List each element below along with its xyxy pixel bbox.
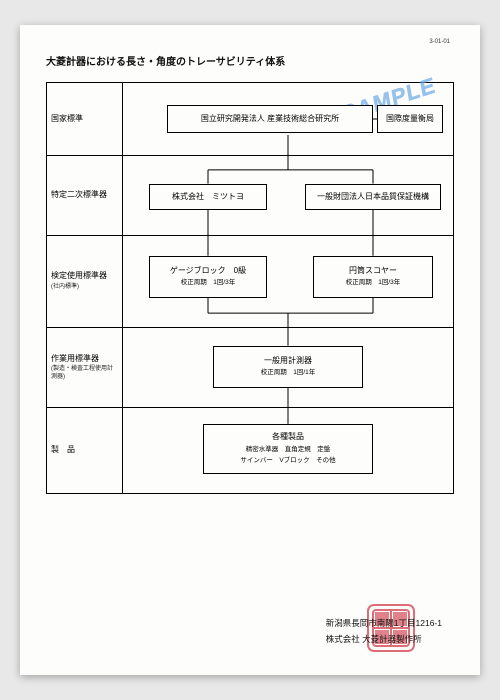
node-jqa: 一般財団法人日本品質保証機構 — [305, 184, 441, 210]
node-products: 各種製品 精密水準器 直角定規 定盤 サインバー Vブロック その他 — [203, 424, 373, 474]
row-body-products: 各種製品 精密水準器 直角定規 定盤 サインバー Vブロック その他 — [123, 407, 453, 493]
node-bipm: 国際度量衡局 — [377, 105, 443, 133]
footer-line-1: 新潟県長岡市南陽1丁目1216-1 — [326, 616, 442, 631]
row-label-text: 製 品 — [51, 445, 118, 455]
row-label-products: 製 品 — [47, 407, 123, 493]
document-page: 3-01-01 大菱計器における長さ・角度のトレーサビリティ体系 SAMPLE … — [20, 25, 480, 675]
row-label-text: 検定使用標準器 — [51, 271, 118, 281]
row-label-verification: 検定使用標準器 (社内標準) — [47, 235, 123, 327]
node-aist: 国立研究開発法人 産業技術総合研究所 — [167, 105, 373, 133]
node-cylinder-square: 円筒スコヤー 校正周期 1回/3年 — [313, 256, 433, 298]
node-mitutoyo: 株式会社 ミツトヨ — [149, 184, 267, 210]
row-label-sub: (製造・検査工程使用計測器) — [51, 366, 118, 382]
node-general-instruments: 一般用計測器 校正周期 1回/1年 — [213, 346, 363, 388]
document-id: 3-01-01 — [429, 39, 450, 45]
footer-line-2: 株式会社 大菱計器製作所 — [326, 632, 442, 647]
row-label-secondary: 特定二次標準器 — [47, 155, 123, 235]
page-title: 大菱計器における長さ・角度のトレーサビリティ体系 — [46, 53, 454, 68]
node-gauge-block: ゲージブロック 0級 校正周期 1回/3年 — [149, 256, 267, 298]
row-label-national: 国家標準 — [47, 83, 123, 155]
row-label-sub: (社内標準) — [51, 284, 118, 292]
row-label-text: 作業用標準器 — [51, 354, 118, 364]
row-label-text: 国家標準 — [51, 114, 118, 124]
row-body-secondary: 株式会社 ミツトヨ 一般財団法人日本品質保証機構 — [123, 155, 453, 235]
row-label-working: 作業用標準器 (製造・検査工程使用計測器) — [47, 327, 123, 407]
footer-address: 新潟県長岡市南陽1丁目1216-1 株式会社 大菱計器製作所 — [326, 616, 442, 647]
row-body-working: 一般用計測器 校正周期 1回/1年 — [123, 327, 453, 407]
row-body-verification: ゲージブロック 0級 校正周期 1回/3年 円筒スコヤー 校正周期 1回/3年 — [123, 235, 453, 327]
traceability-chart: 国家標準 国立研究開発法人 産業技術総合研究所 国際度量衡局 特定二次標準器 — [46, 82, 454, 494]
row-body-national: 国立研究開発法人 産業技術総合研究所 国際度量衡局 — [123, 83, 453, 155]
row-label-text: 特定二次標準器 — [51, 190, 118, 200]
